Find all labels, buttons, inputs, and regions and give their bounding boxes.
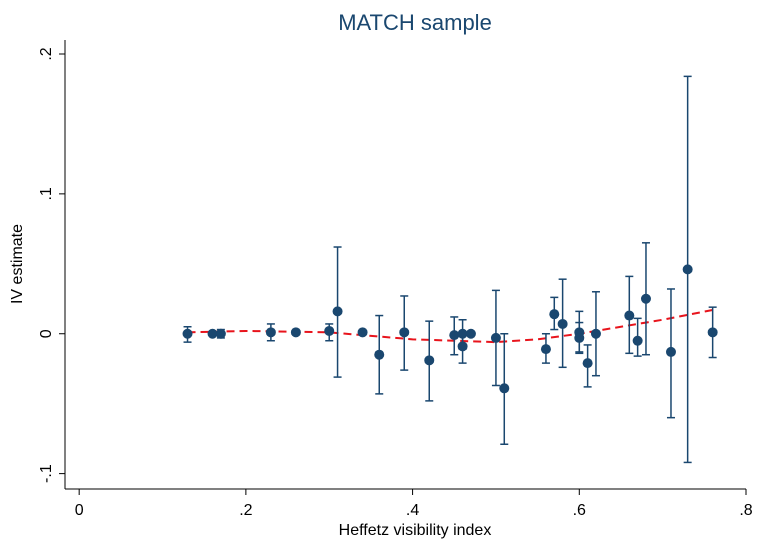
x-tick-label: .4 bbox=[406, 502, 419, 519]
point bbox=[332, 306, 343, 317]
point bbox=[215, 328, 226, 339]
point bbox=[324, 325, 335, 336]
point bbox=[465, 328, 476, 339]
point bbox=[207, 328, 218, 339]
y-tick-label: -.1 bbox=[38, 464, 55, 483]
point bbox=[490, 332, 501, 343]
y-tick-label: .2 bbox=[38, 47, 55, 60]
point bbox=[374, 349, 385, 360]
point bbox=[574, 332, 585, 343]
x-tick-label: .8 bbox=[739, 502, 752, 519]
point bbox=[707, 327, 718, 338]
point bbox=[357, 327, 368, 338]
y-axis-label: IV estimate bbox=[9, 224, 26, 304]
point bbox=[499, 383, 510, 394]
point bbox=[290, 327, 301, 338]
point bbox=[449, 330, 460, 341]
point bbox=[590, 328, 601, 339]
chart-title: MATCH sample bbox=[338, 10, 492, 35]
x-tick-label: .2 bbox=[239, 502, 252, 519]
point bbox=[549, 309, 560, 320]
point bbox=[582, 358, 593, 369]
point bbox=[399, 327, 410, 338]
point bbox=[424, 355, 435, 366]
x-tick-label: .6 bbox=[573, 502, 586, 519]
point bbox=[457, 328, 468, 339]
point bbox=[182, 328, 193, 339]
point bbox=[665, 346, 676, 357]
point bbox=[265, 327, 276, 338]
y-tick-label: 0 bbox=[38, 329, 55, 338]
point bbox=[540, 344, 551, 355]
point bbox=[457, 341, 468, 352]
point bbox=[640, 293, 651, 304]
point bbox=[557, 318, 568, 329]
x-axis-label: Heffetz visibility index bbox=[339, 522, 492, 539]
x-tick-label: 0 bbox=[75, 502, 84, 519]
point bbox=[632, 335, 643, 346]
point bbox=[624, 310, 635, 321]
y-tick-label: .1 bbox=[38, 187, 55, 200]
fit-line bbox=[187, 308, 713, 344]
point bbox=[682, 264, 693, 275]
